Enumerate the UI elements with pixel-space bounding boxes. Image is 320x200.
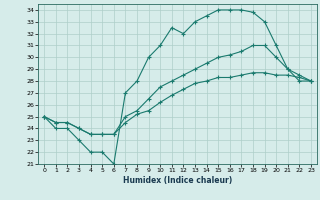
- X-axis label: Humidex (Indice chaleur): Humidex (Indice chaleur): [123, 176, 232, 185]
